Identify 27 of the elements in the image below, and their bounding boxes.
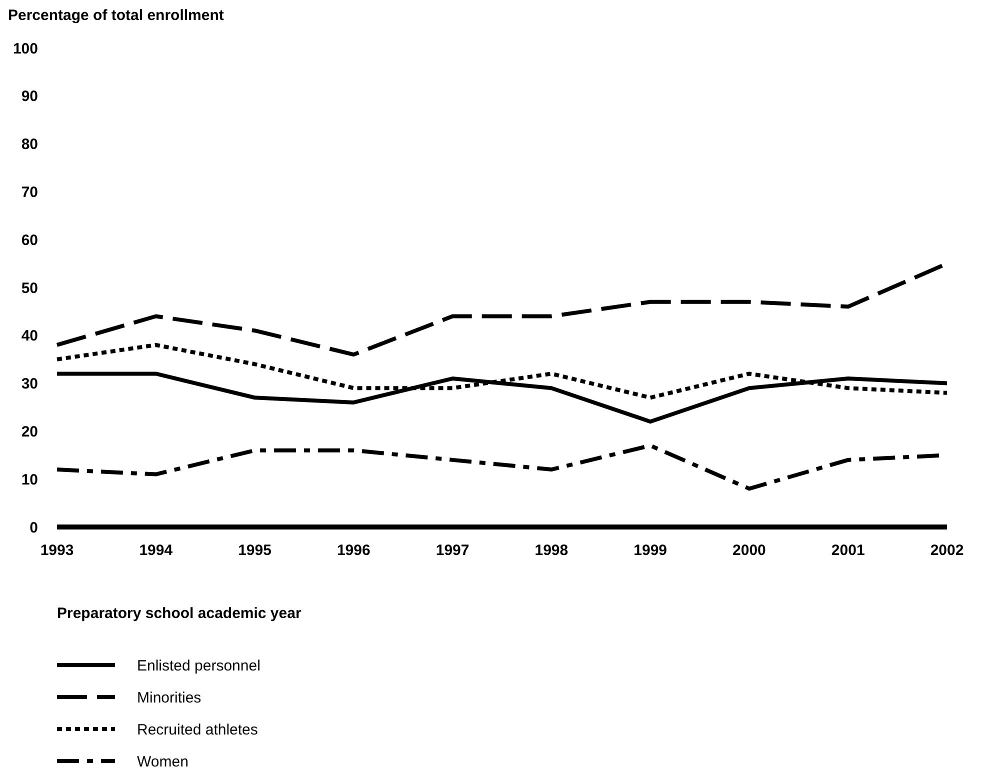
y-tick-label: 100 [12,40,38,58]
y-tick-label: 60 [21,232,38,249]
legend-label: Women [137,753,188,770]
y-tick-label: 10 [21,471,38,488]
x-tick-label: 1997 [436,542,470,559]
y-tick-label: 70 [21,184,38,201]
legend-label: Recruited athletes [137,721,258,738]
x-tick-label: 1998 [534,542,568,559]
x-tick-label: 1993 [40,542,74,559]
y-tick-label: 40 [21,328,38,345]
y-tick-label: 20 [21,423,38,440]
y-tick-label: 0 [30,519,38,536]
x-tick-label: 2002 [930,542,964,559]
y-tick-label: 90 [21,88,38,106]
x-axis-title: Preparatory school academic year [57,605,302,622]
x-tick-label: 1995 [238,542,272,559]
y-axis-title: Percentage of total enrollment [8,7,224,24]
x-tick-label: 1999 [634,542,668,559]
x-tick-label: 2000 [732,542,766,559]
y-tick-label: 30 [21,376,38,393]
x-tick-label: 1994 [139,542,174,559]
x-tick-label: 2001 [831,542,865,559]
x-tick-label: 1996 [336,542,370,559]
y-tick-label: 80 [21,136,38,154]
legend-label: Minorities [137,689,202,706]
legend-label: Enlisted personnel [137,657,260,674]
y-tick-label: 50 [21,280,38,297]
